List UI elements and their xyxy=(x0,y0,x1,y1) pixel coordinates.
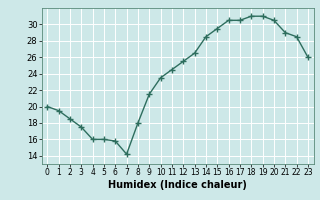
X-axis label: Humidex (Indice chaleur): Humidex (Indice chaleur) xyxy=(108,180,247,190)
